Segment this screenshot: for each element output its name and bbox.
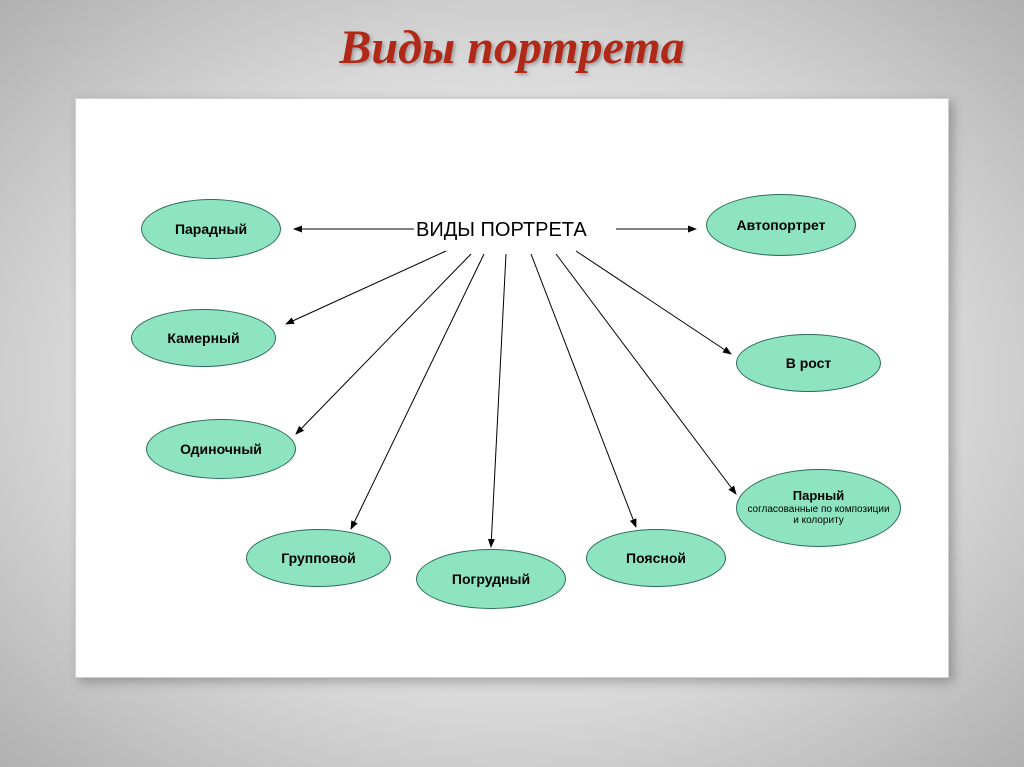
arrow-4	[296, 254, 471, 434]
diagram-canvas: ВИДЫ ПОРТРЕТА Парадный Автопортрет Камерны…	[75, 98, 949, 678]
node-kamerny: Камерный	[131, 309, 276, 367]
arrow-7	[491, 254, 506, 547]
node-paradny: Парадный	[141, 199, 281, 259]
slide-title: Виды портрета	[339, 20, 684, 75]
node-vrost: В рост	[736, 334, 881, 392]
node-pogrudny: Погрудный	[416, 549, 566, 609]
center-label: ВИДЫ ПОРТРЕТА	[416, 219, 587, 242]
node-odinochny: Одиночный	[146, 419, 296, 479]
arrow-3	[576, 251, 731, 354]
node-parny: Парныйсогласованные по композиции и коло…	[736, 469, 901, 547]
arrow-5	[556, 254, 736, 494]
arrow-6	[351, 254, 484, 529]
node-avtoportret: Автопортрет	[706, 194, 856, 256]
node-poyasnoy: Поясной	[586, 529, 726, 587]
arrow-8	[531, 254, 636, 527]
node-gruppovoy: Групповой	[246, 529, 391, 587]
arrow-2	[286, 251, 446, 324]
